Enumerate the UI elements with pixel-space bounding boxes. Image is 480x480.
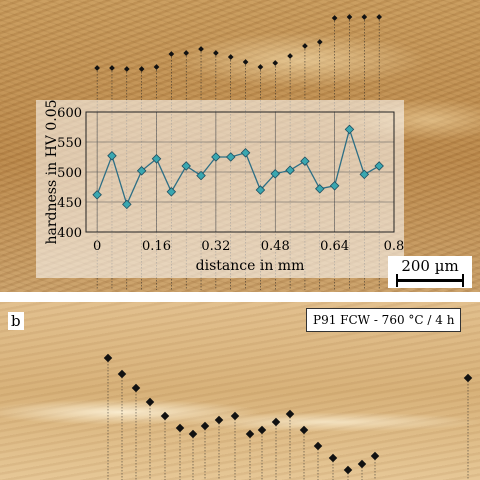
scale-bar-box: 200 µm	[388, 256, 472, 288]
indent-marker	[285, 409, 295, 419]
indent-marker	[145, 397, 155, 407]
indent-marker	[331, 15, 338, 21]
data-point	[225, 152, 236, 162]
data-point	[136, 166, 147, 176]
indent-marker	[227, 54, 234, 60]
y-tick-label: 500	[57, 166, 82, 181]
x-tick-label: 0.8	[384, 239, 405, 254]
indent-marker	[287, 53, 293, 59]
indent-marker	[316, 39, 323, 45]
indent-marker	[198, 46, 204, 52]
indent-marker	[302, 43, 308, 49]
indent-marker	[361, 14, 368, 20]
indent-marker	[168, 51, 175, 57]
indent-marker	[230, 411, 240, 421]
indent-marker	[346, 14, 353, 20]
x-tick-label: 0.64	[320, 239, 349, 254]
indent-marker	[272, 60, 279, 66]
indent-marker	[257, 64, 264, 70]
panel-divider	[0, 292, 480, 302]
x-tick-label: 0	[93, 239, 101, 254]
data-point	[92, 190, 102, 200]
indent-marker	[183, 50, 190, 56]
indent-marker	[313, 441, 323, 451]
y-tick-label: 450	[57, 196, 82, 211]
indent-marker	[299, 425, 309, 435]
x-axis-label: distance in mm	[196, 258, 305, 274]
indent-marker	[153, 64, 160, 70]
data-point	[166, 187, 177, 197]
indent-marker	[242, 59, 249, 65]
indent-marker	[138, 66, 145, 72]
indent-marker	[188, 429, 198, 439]
x-tick-label: 0.32	[201, 239, 230, 254]
indent-marker	[257, 425, 267, 435]
indent-marker	[117, 369, 127, 379]
indent-marker	[213, 50, 219, 56]
indent-marker	[94, 65, 100, 71]
indent-markers-b	[103, 353, 473, 480]
data-point	[344, 124, 355, 135]
data-point	[240, 148, 251, 158]
data-point	[181, 161, 191, 171]
x-tick-label: 0.16	[142, 239, 171, 254]
y-axis-label: hardness in HV 0.05	[44, 99, 60, 244]
scale-bar-label: 200 µm	[401, 257, 459, 275]
indent-marker	[109, 65, 115, 71]
indent-marker	[103, 353, 113, 363]
indent-marker	[200, 421, 210, 431]
plot-frame	[85, 111, 395, 233]
data-point	[300, 156, 310, 166]
data-point	[285, 165, 295, 175]
data-point	[329, 181, 340, 191]
data-point	[315, 184, 325, 194]
indent-marker	[271, 417, 281, 427]
indent-marker	[376, 14, 382, 20]
data-point	[122, 199, 132, 210]
panel-b-caption: P91 FCW - 760 °C / 4 h	[306, 308, 462, 332]
indent-marker	[370, 451, 380, 461]
y-tick-label: 550	[57, 136, 82, 151]
indent-marker	[357, 459, 367, 469]
data-point	[374, 161, 384, 171]
scale-bar	[396, 274, 464, 287]
data-point	[151, 154, 162, 164]
data-point	[255, 185, 266, 195]
indent-marker	[328, 453, 338, 463]
chart-ticks: 400 450 500 550 600 0 0.16 0.32 0.48 0.64 0.8	[57, 106, 404, 254]
y-tick-label: 600	[57, 106, 82, 121]
indent-marker	[463, 373, 473, 383]
chart-axes	[85, 111, 395, 233]
panel-label-b: b	[8, 312, 24, 330]
indent-marker	[343, 465, 353, 475]
data-point	[211, 152, 221, 162]
indent-marker	[214, 415, 224, 425]
indent-marker	[175, 423, 185, 433]
x-tick-label: 0.48	[261, 239, 290, 254]
indent-marker	[160, 411, 170, 421]
indent-marker	[131, 383, 141, 393]
chart-series	[92, 124, 384, 210]
y-tick-label: 400	[57, 226, 82, 241]
data-point	[359, 169, 370, 180]
indent-marker	[245, 429, 255, 439]
data-point	[270, 169, 281, 179]
data-point	[107, 151, 117, 161]
indent-marker	[123, 66, 130, 72]
data-point	[196, 170, 206, 181]
